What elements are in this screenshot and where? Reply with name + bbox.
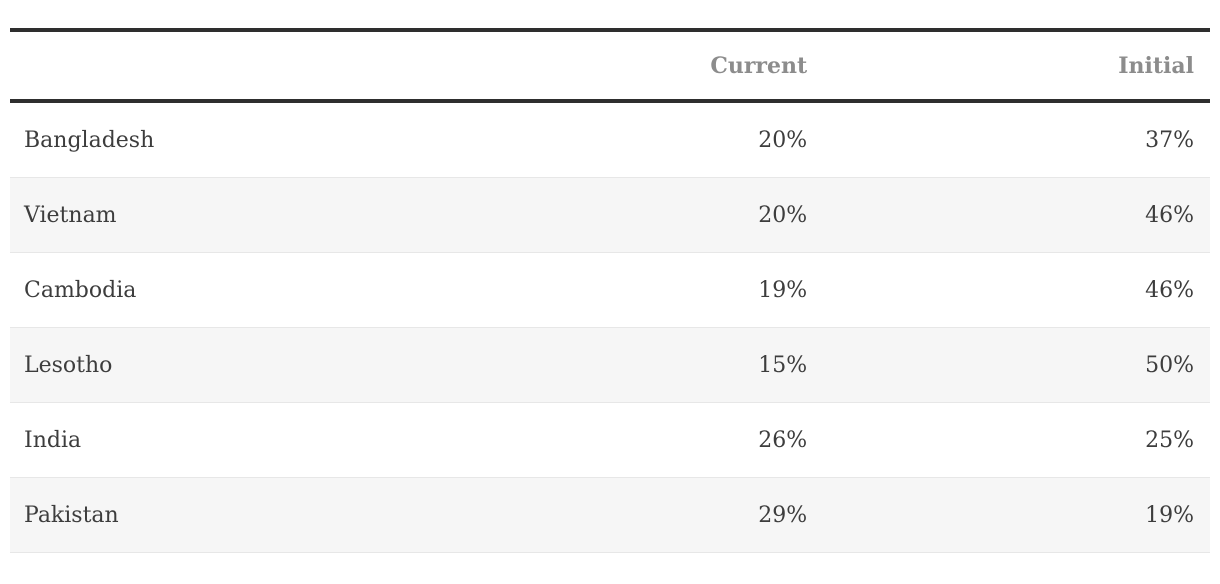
initial-cell: 25%	[1145, 427, 1194, 453]
initial-cell: 19%	[1145, 502, 1194, 528]
header-current: Current	[710, 52, 808, 79]
initial-cell: 46%	[1145, 277, 1194, 303]
table-body: Bangladesh 20% 37% Vietnam 20% 46% Cambodia 19%…	[10, 101, 1210, 553]
header-country	[10, 30, 467, 101]
country-percentages-table-container: Current Initial Bangladesh 20% 37% Vietnam 2…	[10, 28, 1210, 553]
current-cell: 15%	[758, 352, 808, 378]
country-cell: Vietnam	[24, 202, 117, 228]
table-row: Vietnam 20% 46%	[10, 177, 1210, 253]
country-cell: Bangladesh	[24, 127, 155, 153]
table-row: Bangladesh 20% 37%	[10, 101, 1210, 178]
initial-cell: 46%	[1145, 202, 1194, 228]
header-initial: Initial	[1118, 52, 1194, 79]
table-header: Current Initial	[10, 30, 1210, 101]
country-percentages-table: Current Initial Bangladesh 20% 37% Vietnam 2…	[10, 28, 1210, 553]
current-cell: 26%	[758, 427, 808, 453]
table-row: Pakistan 29% 19%	[10, 477, 1210, 553]
current-cell: 20%	[758, 127, 808, 153]
initial-cell: 37%	[1145, 127, 1194, 153]
initial-cell: 50%	[1145, 352, 1194, 378]
country-cell: Lesotho	[24, 352, 113, 378]
header-row: Current Initial	[10, 30, 1210, 101]
current-cell: 20%	[758, 202, 808, 228]
table-row: Cambodia 19% 46%	[10, 252, 1210, 328]
country-cell: Pakistan	[24, 502, 119, 528]
current-cell: 19%	[758, 277, 808, 303]
table-row: Lesotho 15% 50%	[10, 327, 1210, 403]
current-cell: 29%	[758, 502, 808, 528]
country-cell: India	[24, 427, 82, 453]
table-row: India 26% 25%	[10, 402, 1210, 478]
country-cell: Cambodia	[24, 277, 137, 303]
